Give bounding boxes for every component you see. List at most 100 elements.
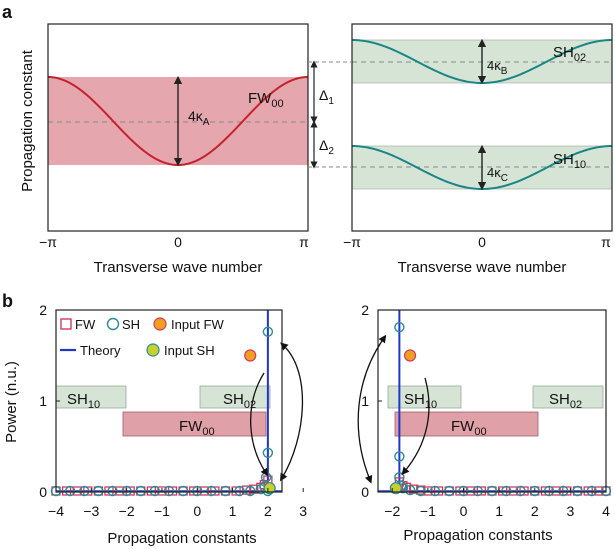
right-sh-point	[444, 485, 455, 497]
left-fw-point	[157, 486, 167, 496]
left-sh-point	[163, 485, 175, 497]
delta-annotations: Δ1 Δ2	[308, 60, 352, 169]
left-input-sh-point	[263, 482, 276, 495]
plot-left-marks	[50, 310, 282, 497]
left-sh-point	[262, 447, 274, 458]
left-sh-point	[64, 485, 76, 497]
left-fw-point	[146, 486, 156, 496]
right-ytick-label: 1	[361, 393, 369, 409]
left-ytick-label: 2	[39, 302, 47, 318]
right-sh-point	[404, 484, 416, 496]
spectrum-right: SH10 SH02 FW00 −2 −1 0 1 2 3 4 0 1 2 Propagation …	[357, 302, 612, 544]
right-input-sh-point	[389, 482, 402, 495]
right-fw-point	[465, 486, 476, 496]
right-xtick-label: 3	[566, 503, 574, 519]
left-xtick-label: −1	[154, 503, 170, 519]
left-sh-point	[135, 485, 146, 497]
legend: FW SH Input FW Theory Input SH	[60, 317, 224, 358]
right-fw-point	[594, 486, 604, 496]
tick-right-minus-pi: −π	[343, 234, 361, 250]
right-xtick-label: 4	[602, 503, 610, 519]
right-sh-point	[586, 485, 597, 497]
sh10-label: SH10	[553, 151, 586, 171]
right-sh-point	[394, 451, 405, 462]
left-sh-point	[93, 485, 104, 497]
left-sh-point	[262, 326, 274, 337]
sh02-label: SH02	[553, 44, 586, 64]
right-sh-point	[486, 485, 498, 497]
kappa-a-label: 4κA	[188, 108, 210, 128]
left-fw-point	[167, 486, 178, 496]
right-fw-point	[551, 486, 561, 496]
sh10-box-right	[387, 385, 462, 409]
left-sh-point	[177, 485, 189, 497]
right-xlabel: Transverse wave number	[398, 259, 567, 276]
sh10-box-right-label: SH10	[404, 391, 437, 411]
fw00-label: FW00	[248, 90, 284, 110]
right-fw-point	[476, 486, 486, 496]
spectrum-left: SH10 SH 0 2 FW00 −4 −3 −2 −1 0 1 2 3 0 1 2 Propagati…	[39, 302, 307, 547]
band-diagram-right: 4κB 4κC SH02 SH10 −π 0 π Transverse wave…	[343, 23, 613, 276]
right-sh-point	[572, 485, 583, 497]
right-xtick-label: −1	[420, 503, 436, 519]
legend-input-sh-marker	[146, 343, 160, 357]
coupling-arrow-right-outer	[357, 334, 387, 484]
right-fw-point	[423, 486, 433, 496]
right-input-fw-point	[403, 349, 417, 362]
right-sh-point	[529, 485, 540, 497]
right-sh-point	[501, 485, 512, 497]
right-sh-point	[558, 485, 569, 497]
left-xtick-label: −3	[83, 503, 99, 519]
left-fw-point	[61, 486, 72, 496]
legend-sh-marker	[106, 317, 120, 331]
kappa-b-label: 4κB	[487, 58, 508, 77]
left-fw-point	[72, 486, 82, 496]
plot-left-xlabel: Propagation constants	[107, 530, 256, 547]
right-xtick-label: 0	[460, 503, 468, 519]
plot-right-xlabel: Propagation constants	[403, 527, 552, 544]
left-xlabel: Transverse wave number	[94, 259, 263, 276]
right-fw-point	[583, 486, 593, 496]
left-xtick-label: 3	[299, 503, 307, 519]
sh02-box-right	[532, 385, 604, 409]
right-xtick-label: 2	[531, 503, 539, 519]
legend-input-fw-marker	[153, 317, 167, 331]
panel-b-label: b	[2, 291, 13, 311]
right-sh-point	[429, 485, 441, 497]
legend-theory-label: Theory	[80, 343, 121, 358]
kappa-c-label: 4κC	[487, 165, 508, 184]
sh02-box-right-label: SH02	[549, 391, 582, 411]
left-sh-point	[234, 485, 245, 497]
left-fw-point	[114, 486, 125, 496]
panel-a-ylabel: Propagation constant	[19, 49, 36, 192]
left-xtick-label: −4	[48, 503, 64, 519]
coupling-arrow-left-outer	[279, 342, 304, 482]
fw00-box-right	[394, 411, 539, 437]
legend-input-fw-label: Input FW	[171, 317, 224, 332]
left-xtick-label: −2	[119, 503, 135, 519]
right-fw-point	[433, 486, 444, 496]
right-xtick-label: −2	[384, 503, 400, 519]
tick-left-zero: 0	[174, 234, 182, 250]
left-fw-point	[104, 486, 114, 496]
right-sh-point	[394, 322, 405, 333]
sh10-box-left-label: SH10	[67, 391, 100, 411]
left-sh-point	[220, 485, 231, 497]
fw00-box-right-label: FW00	[451, 418, 487, 438]
legend-input-sh-label: Input SH	[164, 343, 215, 358]
right-sh-point	[415, 485, 426, 497]
left-sh-point	[245, 485, 256, 497]
delta1-label: Δ1	[319, 87, 334, 107]
right-xtick-label: 1	[495, 503, 503, 519]
right-sh-point	[472, 485, 483, 497]
right-sh-point	[458, 485, 469, 497]
right-fw-point	[540, 486, 551, 496]
panel-b-ylabel: Power (n.u.)	[3, 361, 20, 443]
left-fw-point	[210, 486, 220, 496]
legend-fw-marker	[60, 318, 72, 330]
right-frame	[351, 23, 613, 232]
legend-sh-label: SH	[122, 317, 140, 332]
left-sh-point	[149, 485, 161, 497]
panel-a-label: a	[2, 2, 13, 22]
left-input-fw-point	[244, 349, 257, 362]
